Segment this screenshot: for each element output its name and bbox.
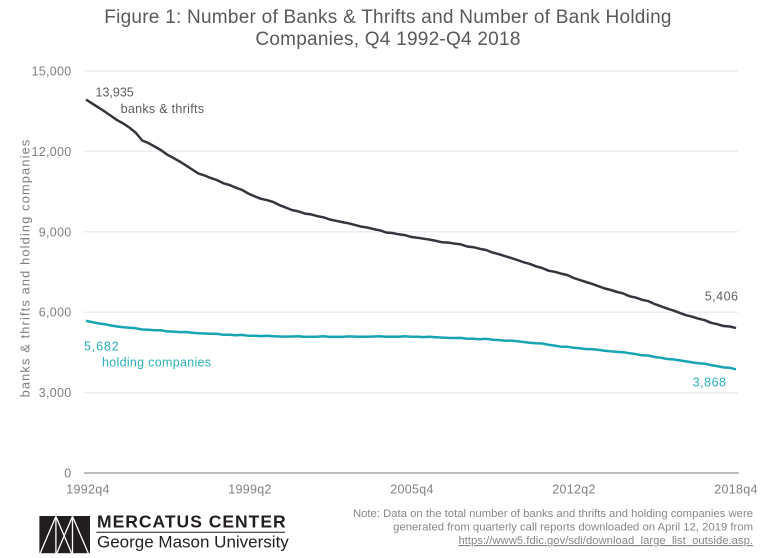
svg-text:6,000: 6,000: [39, 306, 72, 320]
svg-text:generated from quarterly call: generated from quarterly call reports do…: [393, 522, 753, 534]
svg-text:1999q2: 1999q2: [228, 483, 272, 497]
svg-text:holding companies: holding companies: [102, 356, 211, 370]
svg-text:3,868: 3,868: [693, 376, 727, 390]
svg-text:9,000: 9,000: [39, 225, 72, 239]
svg-text:banks & thrifts and holding co: banks & thrifts and holding companies: [18, 139, 33, 398]
svg-text:0: 0: [64, 467, 71, 481]
svg-text:MERCATUS CENTER: MERCATUS CENTER: [97, 512, 287, 532]
svg-text:5,682: 5,682: [84, 340, 120, 354]
svg-text:2018q4: 2018q4: [714, 483, 758, 497]
svg-text:1992q4: 1992q4: [66, 483, 110, 497]
svg-text:2005q4: 2005q4: [390, 483, 434, 497]
svg-text:5,406: 5,406: [705, 290, 739, 304]
svg-text:2012q2: 2012q2: [552, 483, 596, 497]
svg-text:George Mason University: George Mason University: [97, 533, 289, 552]
svg-text:3,000: 3,000: [39, 386, 72, 400]
svg-text:banks & thrifts: banks & thrifts: [121, 102, 205, 116]
svg-text:Note: Data on the total number: Note: Data on the total number of banks …: [353, 508, 753, 520]
svg-text:https://www5.fdic.gov/sdi/down: https://www5.fdic.gov/sdi/download_large…: [458, 535, 753, 547]
svg-text:15,000: 15,000: [31, 65, 71, 79]
svg-text:13,935: 13,935: [96, 86, 134, 100]
svg-text:12,000: 12,000: [31, 145, 71, 159]
